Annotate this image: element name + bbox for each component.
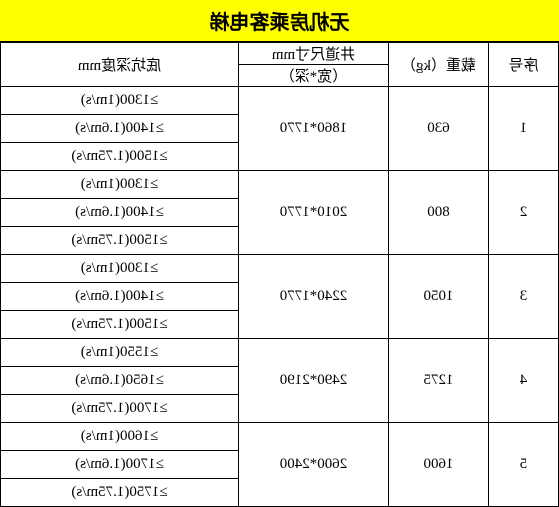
elevator-spec-table: 序号 载重（kg） 井道尺寸mm 底坑深度mm （宽*深） 16301860*1… (0, 42, 559, 507)
cell-load: 800 (389, 171, 489, 255)
cell-depth: ≥1300(1m/s) (1, 171, 239, 199)
cell-seq: 1 (489, 87, 559, 171)
cell-depth: ≥1700(1.6m/s) (1, 451, 239, 479)
cell-dim: 2600*2400 (239, 423, 389, 507)
cell-depth: ≥1500(1.75m/s) (1, 143, 239, 171)
cell-depth: ≥1400(1.6m/s) (1, 283, 239, 311)
cell-depth: ≥1300(1m/s) (1, 255, 239, 283)
cell-load: 1050 (389, 255, 489, 339)
cell-seq: 2 (489, 171, 559, 255)
cell-load: 1600 (389, 423, 489, 507)
cell-depth: ≥1500(1.75m/s) (1, 227, 239, 255)
cell-depth: ≥1400(1.6m/s) (1, 199, 239, 227)
header-dim-bot: （宽*深） (239, 65, 389, 87)
cell-seq: 3 (489, 255, 559, 339)
cell-depth: ≥1550(1m/s) (1, 339, 239, 367)
cell-seq: 4 (489, 339, 559, 423)
cell-depth: ≥1700(1.75m/s) (1, 395, 239, 423)
header-load: 载重（kg） (389, 43, 489, 87)
cell-depth: ≥1750(1.75m/s) (1, 479, 239, 507)
cell-dim: 2490*2190 (239, 339, 389, 423)
table-title: 无机房乘客电梯 (0, 0, 559, 42)
cell-depth: ≥1300(1m/s) (1, 87, 239, 115)
cell-dim: 2240*1770 (239, 255, 389, 339)
cell-depth: ≥1600(1m/s) (1, 423, 239, 451)
header-depth: 底坑深度mm (1, 43, 239, 87)
cell-seq: 5 (489, 423, 559, 507)
cell-depth: ≥1500(1.75m/s) (1, 311, 239, 339)
cell-depth: ≥1650(1.6m/s) (1, 367, 239, 395)
header-seq: 序号 (489, 43, 559, 87)
header-dim-top: 井道尺寸mm (239, 43, 389, 65)
cell-load: 1275 (389, 339, 489, 423)
cell-depth: ≥1400(1.6m/s) (1, 115, 239, 143)
cell-dim: 1860*1770 (239, 87, 389, 171)
cell-load: 630 (389, 87, 489, 171)
cell-dim: 2010*1770 (239, 171, 389, 255)
